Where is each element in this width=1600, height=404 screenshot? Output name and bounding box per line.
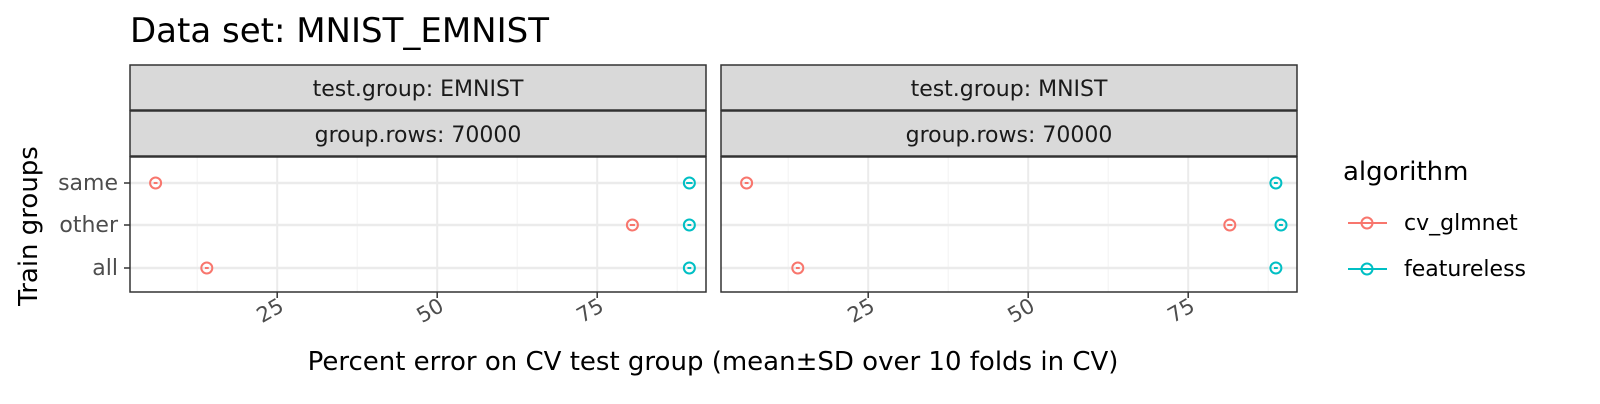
point-cv_glmnet-same — [149, 176, 163, 190]
legend-label-cv-glmnet: cv_glmnet — [1404, 211, 1518, 236]
y-tick-label-all: all — [92, 256, 118, 281]
point-cv_glmnet-other — [1223, 218, 1237, 232]
strip-top-label: test.group: MNIST — [911, 77, 1108, 102]
strip-top — [720, 64, 1298, 111]
legend-item-cv-glmnet: cv_glmnet — [1348, 211, 1518, 236]
point-featureless-all — [1269, 261, 1283, 275]
x-tick-label-50: 50 — [413, 294, 448, 328]
point-featureless-same — [1269, 176, 1283, 190]
strip-bottom-label: group.rows: 70000 — [906, 123, 1113, 148]
point-featureless-all — [682, 261, 696, 275]
point-featureless-other — [682, 218, 696, 232]
chart-title: Data set: MNIST_EMNIST — [130, 11, 549, 51]
strip-top — [129, 64, 707, 111]
panel-border — [720, 156, 1298, 293]
legend-item-featureless: featureless — [1348, 257, 1526, 282]
y-axis-label: Train groups — [14, 146, 44, 307]
point-cv_glmnet-other — [625, 218, 639, 232]
point-cv_glmnet-all — [791, 261, 805, 275]
x-tick-label-75: 75 — [573, 294, 608, 328]
strip-bottom — [129, 110, 707, 157]
x-tick-label-25: 25 — [253, 294, 288, 328]
x-axis-label: Percent error on CV test group (mean±SD … — [308, 347, 1119, 377]
panel-2: test.group: MNIST group.rows: 70000 25 50 75 — [720, 64, 1298, 328]
legend-key-point — [1360, 216, 1374, 230]
point-featureless-same — [682, 176, 696, 190]
strip-bottom — [720, 110, 1298, 157]
strip-bottom-label: group.rows: 70000 — [315, 123, 522, 148]
panels-layer: test.group: EMNIST group.rows: 70000 25 50 7… — [58, 64, 1298, 328]
y-tick-label-other: other — [59, 213, 119, 238]
legend-label-featureless: featureless — [1404, 257, 1526, 282]
strip-top-label: test.group: EMNIST — [313, 77, 524, 102]
legend-key-point — [1360, 262, 1374, 276]
legend-title: algorithm — [1343, 157, 1468, 187]
x-tick-label-75: 75 — [1164, 294, 1199, 328]
point-cv_glmnet-all — [200, 261, 214, 275]
x-tick-label-25: 25 — [844, 294, 879, 328]
legend: algorithm cv_glmnet featureless — [1343, 157, 1526, 282]
point-featureless-other — [1274, 218, 1288, 232]
point-cv_glmnet-same — [740, 176, 754, 190]
x-tick-label-50: 50 — [1004, 294, 1039, 328]
y-tick-label-same: same — [58, 171, 118, 196]
panel-1: test.group: EMNIST group.rows: 70000 25 50 7… — [58, 64, 707, 328]
